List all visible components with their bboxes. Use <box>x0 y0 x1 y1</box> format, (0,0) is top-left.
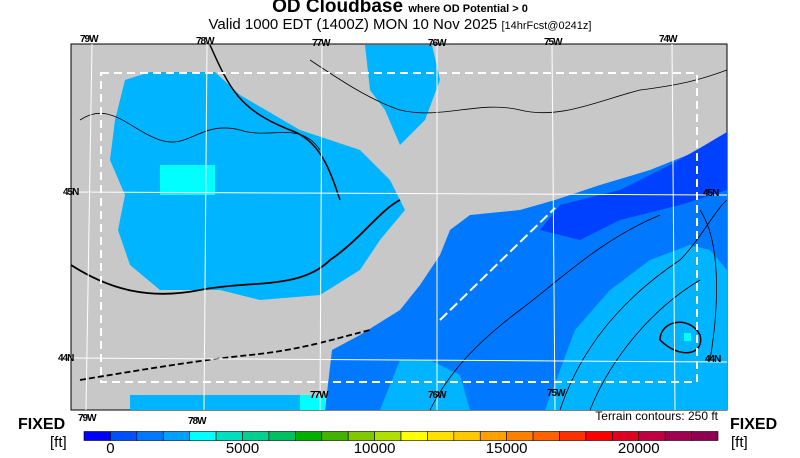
valid-time: Valid 1000 EDT (1400Z) MON 10 Nov 2025 [… <box>208 16 592 33</box>
domain-boundary <box>100 72 698 383</box>
colorbar-right-unit: [ft] <box>731 434 748 451</box>
colorbar-segment <box>453 431 481 441</box>
lat-label: 45N <box>63 187 79 198</box>
border-line <box>439 207 556 321</box>
colorbar-segment <box>559 431 587 441</box>
lon-label: 76W <box>428 390 447 401</box>
lat-label: 44N <box>58 353 74 364</box>
map-title: OD Cloudbase where OD Potential > 0 <box>272 0 528 17</box>
colorbar-segment <box>321 431 349 441</box>
lat-label: 44N <box>705 354 721 365</box>
colorbar-left-label: FIXED <box>18 416 66 433</box>
lat-lon-grid <box>70 43 728 411</box>
colorbar-segment <box>532 431 560 441</box>
terrain-contour-note: Terrain contours: 250 ft <box>595 409 718 423</box>
terrain-contours <box>70 44 728 411</box>
lat-label: 45N <box>703 188 719 199</box>
colorbar <box>83 431 719 441</box>
colorbar-tick-label: 20000 <box>617 440 660 457</box>
title-note: where OD Potential > 0 <box>408 3 528 15</box>
lon-label: 74W <box>659 34 678 45</box>
colorbar-segment <box>136 431 164 441</box>
colorbar-segment <box>664 431 692 441</box>
colorbar-segment <box>268 431 296 441</box>
lon-label: 77W <box>312 38 331 49</box>
forecast-info: [14hrFcst@0241z] <box>501 20 592 32</box>
lon-label: 77W <box>310 390 329 401</box>
colorbar-segment <box>427 431 455 441</box>
colorbar-segment <box>691 431 719 441</box>
colorbar-segment <box>189 431 217 441</box>
colorbar-segment <box>110 431 138 441</box>
lon-label: 79W <box>78 413 97 424</box>
lon-label: 78W <box>188 416 207 427</box>
colorbar-right-label: FIXED <box>730 416 778 433</box>
colorbar-segment <box>400 431 428 441</box>
lon-label: 76W <box>428 38 447 49</box>
colorbar-tick-label: 5000 <box>225 440 260 457</box>
colorbar-tick-label: 15000 <box>485 440 528 457</box>
colorbar-segment <box>585 431 613 441</box>
colorbar-left-unit: [ft] <box>50 434 67 451</box>
colorbar-tick-label: 10000 <box>353 440 396 457</box>
colorbar-segment <box>295 431 323 441</box>
lon-label: 75W <box>544 37 563 48</box>
lon-label: 75W <box>547 388 566 399</box>
colorbar-segment <box>162 431 190 441</box>
colorbar-tick-label: 0 <box>106 440 115 457</box>
lon-label: 79W <box>80 34 99 45</box>
lon-label: 78W <box>196 36 215 47</box>
